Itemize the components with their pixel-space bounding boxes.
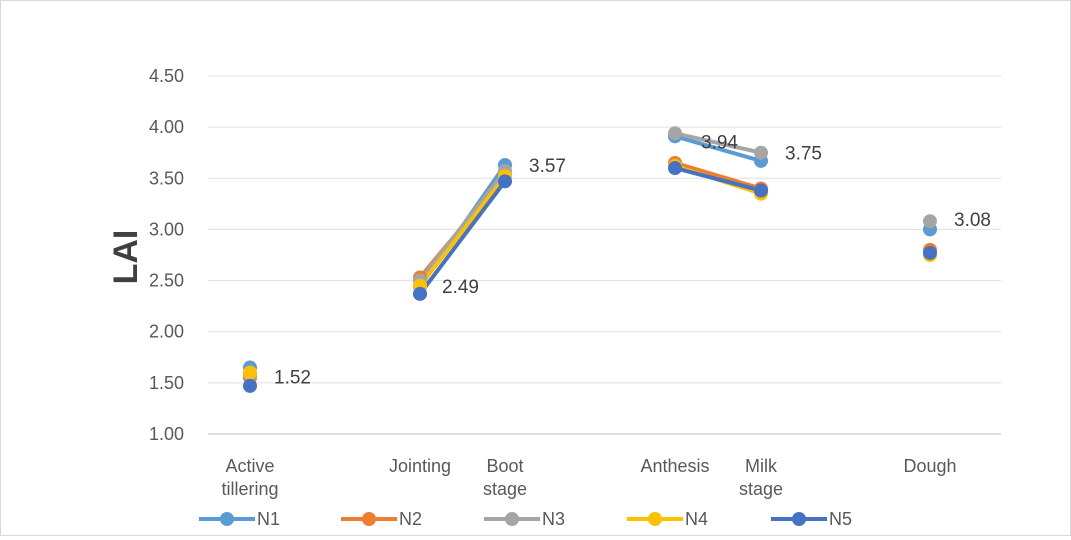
x-tick-label: Active tillering <box>221 456 278 499</box>
data-point-n5 <box>668 161 682 176</box>
y-tick-label: 2.00 <box>149 322 184 342</box>
series-line-n4 <box>418 174 507 288</box>
series-line-n1 <box>673 134 763 163</box>
x-tick-label: Milk stage <box>739 456 783 499</box>
y-tick-label: 3.00 <box>149 219 184 239</box>
data-point-n5 <box>923 245 937 260</box>
data-label: 3.57 <box>529 156 566 177</box>
y-tick-label: 1.50 <box>149 373 184 393</box>
data-point-n5 <box>413 286 427 301</box>
y-tick-label: 3.50 <box>149 168 184 188</box>
legend-marker <box>220 512 234 526</box>
legend-item-n5: N5 <box>771 509 852 529</box>
data-point-n4 <box>243 365 257 380</box>
data-label: 3.75 <box>785 144 822 165</box>
x-tick-label: Anthesis <box>640 456 709 476</box>
legend-item-n3: N3 <box>484 509 565 529</box>
data-label: 1.52 <box>274 368 311 389</box>
y-tick-label: 4.00 <box>149 117 184 137</box>
legend-marker <box>362 512 376 526</box>
data-label: 2.49 <box>442 277 479 298</box>
y-tick-label: 2.50 <box>149 271 184 291</box>
legend-item-n4: N4 <box>627 509 708 529</box>
series-line-n5 <box>673 166 763 193</box>
data-point-n5 <box>754 183 768 198</box>
x-tick-label: Jointing <box>389 456 451 476</box>
legend-item-n2: N2 <box>341 509 422 529</box>
x-tick-label: Boot stage <box>483 456 527 499</box>
data-label: 3.94 <box>701 132 738 153</box>
x-tick-label: Dough <box>903 456 956 476</box>
data-point-n3 <box>668 126 682 141</box>
gridlines <box>208 75 1001 435</box>
y-tick-label: 4.50 <box>149 66 184 86</box>
data-point-n5 <box>498 174 512 189</box>
legend-label: N5 <box>829 509 852 529</box>
series-line-n3 <box>418 169 507 283</box>
y-axis-label: LAI <box>107 230 145 285</box>
data-point-n3 <box>754 145 768 160</box>
series-line-n2 <box>673 160 763 191</box>
data-labels: 1.52 2.49 3.57 3.94 3.75 3.08 <box>274 132 991 388</box>
legend-marker <box>792 512 806 526</box>
series-line-n5 <box>418 179 507 296</box>
series-points <box>243 126 937 393</box>
legend-item-n1: N1 <box>199 509 280 529</box>
series-lines <box>418 131 763 296</box>
data-label: 3.08 <box>954 210 991 231</box>
legend: N1 N2 N3 N4 N5 <box>199 509 852 529</box>
series-line-n3 <box>673 131 763 155</box>
legend-label: N4 <box>685 509 708 529</box>
y-axis-ticks: 1.00 1.50 2.00 2.50 3.00 3.50 4.00 4.50 <box>149 66 184 444</box>
x-axis-ticks: Active tillering Jointing Boot stage Anthesis… <box>221 456 956 499</box>
data-point-n5 <box>243 378 257 393</box>
data-point-n3 <box>923 214 937 229</box>
legend-marker <box>648 512 662 526</box>
legend-label: N3 <box>542 509 565 529</box>
legend-label: N1 <box>257 509 280 529</box>
legend-marker <box>505 512 519 526</box>
y-tick-label: 1.00 <box>149 424 184 444</box>
legend-label: N2 <box>399 509 422 529</box>
